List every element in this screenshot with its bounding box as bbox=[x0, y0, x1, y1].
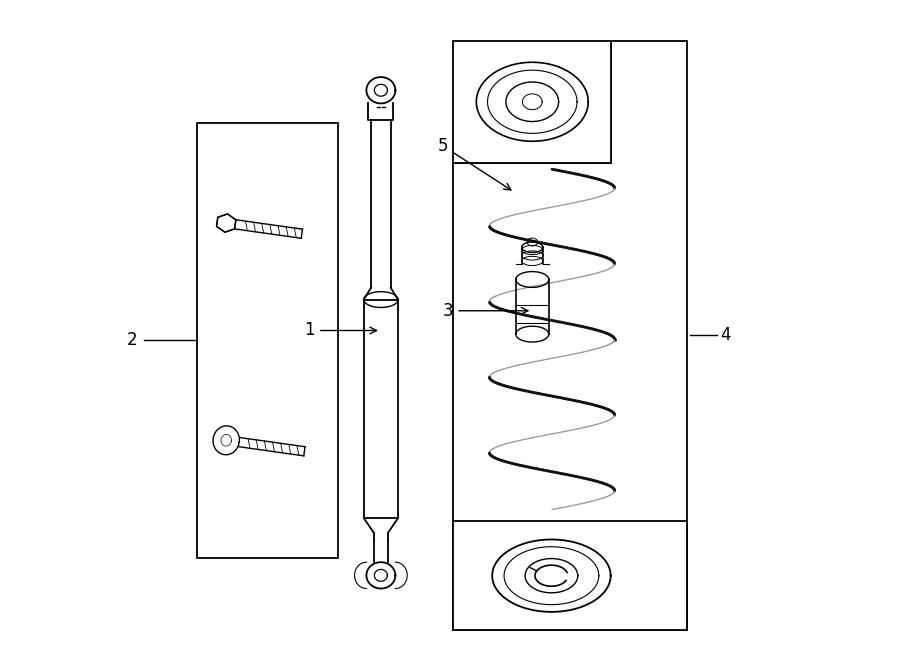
Bar bbox=[454, 41, 611, 163]
Text: 5: 5 bbox=[438, 137, 511, 190]
Bar bbox=[196, 123, 338, 558]
Polygon shape bbox=[364, 288, 398, 299]
Polygon shape bbox=[368, 103, 393, 120]
Polygon shape bbox=[213, 426, 239, 455]
Polygon shape bbox=[364, 299, 398, 518]
Polygon shape bbox=[371, 120, 391, 288]
Polygon shape bbox=[217, 214, 236, 232]
Bar bbox=[454, 522, 687, 630]
Text: 1: 1 bbox=[304, 321, 376, 340]
Text: 3: 3 bbox=[443, 302, 528, 320]
Text: 4: 4 bbox=[720, 327, 731, 344]
Polygon shape bbox=[238, 438, 305, 456]
Polygon shape bbox=[364, 518, 398, 533]
Text: 2: 2 bbox=[127, 331, 138, 350]
Polygon shape bbox=[236, 220, 302, 238]
